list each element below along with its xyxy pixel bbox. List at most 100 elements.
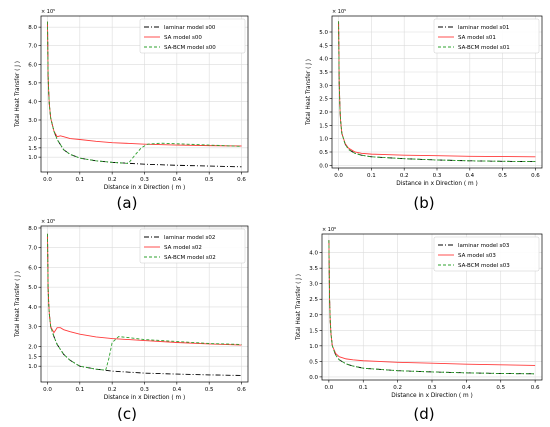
x-tick-label: 0.1 <box>75 177 84 183</box>
x-axis-label: Distance in x Direction ( m ) <box>104 395 185 401</box>
y-axis-label: Total Heat Transfer ( J ) <box>15 271 21 338</box>
legend: laminar model s00 SA model s00 SA-BCM mode… <box>139 18 246 54</box>
legend-entry-label: laminar model s00 <box>164 25 216 31</box>
axis-exponent-label: × 10⁵ <box>332 9 346 15</box>
panel-caption: (c) <box>117 405 137 423</box>
y-tick-label: 4.0 <box>28 99 37 105</box>
x-tick-label: 0.5 <box>205 387 214 393</box>
y-axis-label: Total Heat Transfer ( J ) <box>15 61 21 128</box>
x-axis-label: Distance in x Direction ( m ) <box>396 181 477 187</box>
plot-frame <box>40 15 249 173</box>
plot-frame <box>40 225 249 383</box>
y-tick-label: 0.0 <box>309 375 318 381</box>
x-tick-label: 0.2 <box>400 173 409 179</box>
legend-entry-label: SA-BCM model s03 <box>458 263 510 269</box>
x-tick-label: 0.1 <box>367 173 376 179</box>
y-tick-label: 5.0 <box>28 285 37 291</box>
legend: laminar model s02 SA model s02 SA-BCM mode… <box>139 228 246 264</box>
panel-caption: (b) <box>413 194 434 212</box>
x-tick-label: 0.5 <box>498 173 507 179</box>
legend-entry-label: SA-BCM model s02 <box>164 255 216 261</box>
legend: laminar model s01 SA model s01 SA-BCM mode… <box>433 18 540 54</box>
plot-frame <box>331 15 543 169</box>
x-tick-label: 0.6 <box>531 385 540 391</box>
y-tick-label: 0.5 <box>319 150 328 156</box>
x-tick-label: 0.2 <box>393 385 402 391</box>
y-axis-label: Total Heat Transfer ( J ) <box>306 59 312 126</box>
panel-caption: (d) <box>413 405 434 423</box>
legend-entry-label: laminar model s01 <box>458 25 509 31</box>
x-tick-label: 0.3 <box>433 173 442 179</box>
legend-entry-label: SA model s01 <box>458 35 496 41</box>
y-tick-label: 2.5 <box>309 297 318 303</box>
series-line-sa <box>338 21 536 158</box>
legend-box <box>139 228 246 264</box>
y-axis-label: Total Heat Transfer ( J ) <box>296 274 302 341</box>
y-tick-label: 4.5 <box>319 43 328 49</box>
y-tick-label: 3.0 <box>28 325 37 331</box>
legend-entry-label: SA model s03 <box>458 253 496 259</box>
y-tick-label: 8.0 <box>28 226 37 232</box>
y-tick-label: 4.0 <box>28 305 37 311</box>
y-tick-label: 8.0 <box>28 25 37 31</box>
x-axis-label: Distance in x Direction ( m ) <box>104 185 185 191</box>
y-tick-label: 1.0 <box>28 155 37 161</box>
chart-panel-c: 0.0 0.1 0.2 0.3 0.4 0.5 0.6 1.0 1.5 2.0 3.0 4.0 5.0 6… <box>15 219 249 423</box>
plot-frame <box>321 233 543 381</box>
y-tick-label: 6.0 <box>28 265 37 271</box>
y-tick-label: 5.0 <box>319 30 328 36</box>
x-tick-label: 0.5 <box>205 177 214 183</box>
y-tick-label: 1.5 <box>319 123 328 129</box>
x-tick-label: 0.6 <box>237 387 246 393</box>
chart-panel-d: 0.0 0.1 0.2 0.3 0.4 0.5 0.6 0.0 0.5 1.0 1.5 2.0 2.5 3… <box>296 227 543 423</box>
y-tick-label: 3.0 <box>309 282 318 288</box>
y-tick-label: 1.0 <box>309 344 318 350</box>
y-tick-label: 4.0 <box>309 251 318 257</box>
axis-exponent-label: × 10⁵ <box>41 9 55 15</box>
y-tick-label: 0.0 <box>319 163 328 169</box>
series-line-sa-bcm <box>47 233 242 371</box>
legend-box <box>433 236 540 272</box>
y-tick-label: 2.5 <box>319 97 328 103</box>
y-tick-label: 2.0 <box>319 110 328 116</box>
series-line-sa <box>328 240 536 366</box>
legend: laminar model s03 SA model s03 SA-BCM mode… <box>433 236 540 272</box>
x-tick-label: 0.0 <box>43 387 52 393</box>
y-tick-label: 3.5 <box>309 266 318 272</box>
y-tick-label: 0.5 <box>309 359 318 365</box>
x-axis-label: Distance in x Direction ( m ) <box>391 393 472 399</box>
legend-entry-label: SA model s02 <box>164 245 202 251</box>
x-tick-label: 0.2 <box>108 387 117 393</box>
x-tick-label: 0.1 <box>359 385 368 391</box>
x-tick-label: 0.6 <box>237 177 246 183</box>
y-tick-label: 1.5 <box>28 146 37 152</box>
y-tick-label: 4.0 <box>319 57 328 63</box>
x-tick-label: 0.3 <box>140 177 149 183</box>
y-tick-label: 3.5 <box>319 70 328 76</box>
y-tick-label: 3.0 <box>319 83 328 89</box>
legend-entry-label: laminar model s02 <box>164 235 215 241</box>
x-tick-label: 0.5 <box>496 385 505 391</box>
y-tick-label: 1.5 <box>309 328 318 334</box>
legend-box <box>139 18 246 54</box>
axis-exponent-label: × 10⁵ <box>41 219 55 225</box>
y-tick-label: 7.0 <box>28 246 37 252</box>
y-tick-label: 1.5 <box>28 354 37 360</box>
y-tick-label: 2.0 <box>309 313 318 319</box>
x-tick-label: 0.4 <box>172 387 181 393</box>
x-tick-label: 0.2 <box>108 177 117 183</box>
x-tick-label: 0.0 <box>325 385 334 391</box>
series-line-sa-bcm <box>47 21 242 164</box>
y-tick-label: 1.0 <box>319 137 328 143</box>
legend-entry-label: SA-BCM model s01 <box>458 45 510 51</box>
x-tick-label: 0.6 <box>531 173 540 179</box>
y-tick-label: 5.0 <box>28 81 37 87</box>
y-tick-label: 2.0 <box>28 137 37 143</box>
x-tick-label: 0.0 <box>334 173 343 179</box>
x-tick-label: 0.4 <box>462 385 471 391</box>
y-tick-label: 2.0 <box>28 344 37 350</box>
series-line-laminar <box>47 21 242 168</box>
legend-entry-label: SA model s00 <box>164 35 202 41</box>
chart-panel-a: 0.0 0.1 0.2 0.3 0.4 0.5 0.6 1.0 1.5 2.0 3.0 4.0 5.0 6… <box>15 9 249 212</box>
